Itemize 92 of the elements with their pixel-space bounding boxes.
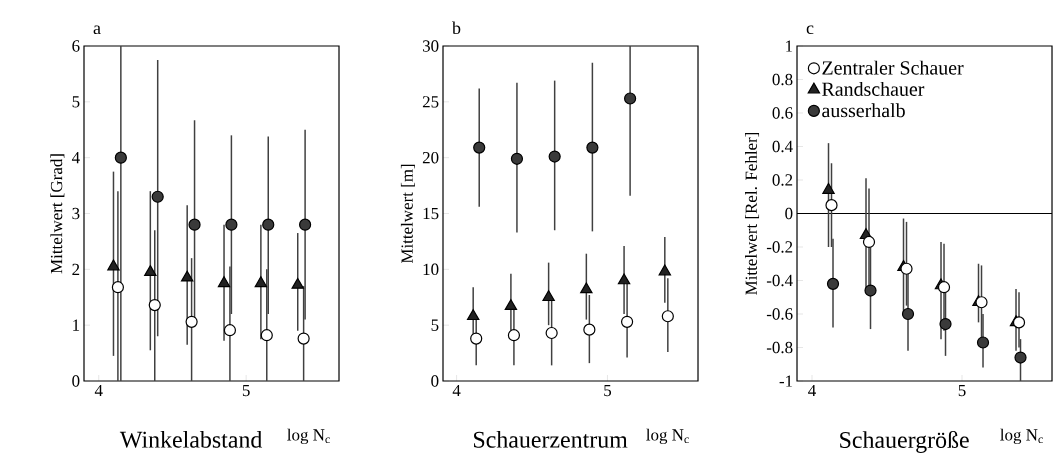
- point: [1014, 351, 1027, 364]
- y-tick-label: 5: [72, 96, 80, 108]
- y-tick-label: 0.6: [772, 107, 793, 119]
- legend-label: ausserhalb: [822, 103, 905, 118]
- point: [862, 235, 876, 249]
- point: [548, 150, 561, 163]
- y-tick-label: 1: [786, 40, 793, 52]
- point: [260, 329, 273, 342]
- point: [900, 262, 913, 275]
- point: [661, 310, 674, 323]
- point: [217, 276, 231, 288]
- y-tick-label: 5: [431, 319, 439, 331]
- x-tick-label: 5: [604, 384, 612, 397]
- point: [825, 199, 838, 212]
- x-axis-title: Schauergröße: [840, 430, 969, 453]
- chart-title: c: [806, 25, 814, 35]
- point: [188, 218, 201, 231]
- point: [297, 332, 310, 345]
- point: [976, 336, 990, 349]
- point: [111, 281, 124, 294]
- legend-label: Randschauer: [822, 81, 925, 96]
- y-tick-label: 0: [72, 375, 80, 387]
- point: [510, 152, 524, 165]
- y-tick-label: 20: [422, 151, 439, 164]
- point: [148, 298, 161, 312]
- chart-title: a: [93, 25, 101, 35]
- point: [225, 218, 238, 231]
- x-axis-title: Schauerzentrum: [474, 430, 628, 448]
- y-axis-title: Mittelwert [Rel. Fehler]: [745, 132, 760, 295]
- y-tick-label: 25: [422, 96, 439, 108]
- text: log N$_{c}$: [287, 428, 330, 445]
- y-tick-label: 2: [72, 263, 80, 275]
- y-tick-label: 1: [73, 319, 80, 331]
- y-tick-label: 6: [72, 40, 80, 52]
- point: [822, 182, 835, 194]
- y-tick-label: -1: [779, 375, 793, 387]
- point: [939, 317, 952, 331]
- point: [144, 265, 157, 276]
- point: [580, 282, 593, 294]
- y-tick-label: -0.2: [766, 241, 793, 253]
- legend-label: Zentraler Schauer: [822, 60, 964, 75]
- x-tick-label: 5: [958, 384, 966, 397]
- y-tick-label: -0.4: [766, 274, 793, 287]
- y-tick-label: 10: [423, 263, 439, 276]
- text: log N$_{c}$: [1000, 428, 1043, 445]
- point: [299, 218, 312, 231]
- x-axis-title: Winkelabstand: [119, 430, 263, 448]
- y-tick-label: -0.8: [766, 341, 793, 354]
- point: [470, 332, 483, 345]
- point: [223, 324, 237, 337]
- y-tick-label: 0.2: [772, 174, 793, 186]
- y-tick-label: 0.8: [772, 73, 793, 86]
- point: [617, 273, 631, 285]
- point: [586, 141, 599, 154]
- point: [262, 218, 275, 231]
- point: [254, 276, 268, 288]
- y-axis-title: Mittelwert [m]: [400, 164, 415, 264]
- point: [542, 290, 555, 302]
- y-tick-label: 4: [71, 152, 80, 164]
- point: [180, 270, 194, 282]
- point: [466, 309, 480, 321]
- point: [507, 329, 521, 342]
- point: [185, 315, 198, 328]
- point: [620, 315, 634, 328]
- text: log N$_{c}$: [646, 428, 689, 445]
- x-tick-label: 5: [242, 384, 250, 397]
- x-tick-label: 4: [808, 384, 816, 397]
- y-tick-label: 15: [423, 207, 439, 220]
- chart-title: b: [452, 21, 461, 35]
- point: [583, 323, 596, 336]
- x-tick-label: 4: [94, 384, 103, 397]
- y-tick-label: 30: [422, 40, 439, 52]
- point: [901, 307, 915, 321]
- point: [937, 281, 951, 294]
- point: [151, 190, 164, 203]
- point: [826, 277, 840, 290]
- point: [114, 151, 127, 164]
- point: [864, 284, 877, 297]
- y-tick-label: 0: [785, 207, 793, 220]
- y-tick-label: 0: [431, 375, 439, 387]
- point: [504, 299, 518, 311]
- y-tick-label: 3: [72, 207, 80, 220]
- point: [107, 259, 120, 271]
- y-tick-label: 0.4: [772, 140, 793, 153]
- point: [473, 141, 486, 154]
- point: [658, 264, 672, 276]
- y-axis-title: Mittelwert [Grad]: [50, 154, 65, 274]
- point: [624, 92, 637, 105]
- y-tick-label: -0.6: [766, 308, 793, 320]
- point: [291, 277, 304, 289]
- x-tick-label: 4: [452, 384, 461, 397]
- point: [545, 326, 558, 340]
